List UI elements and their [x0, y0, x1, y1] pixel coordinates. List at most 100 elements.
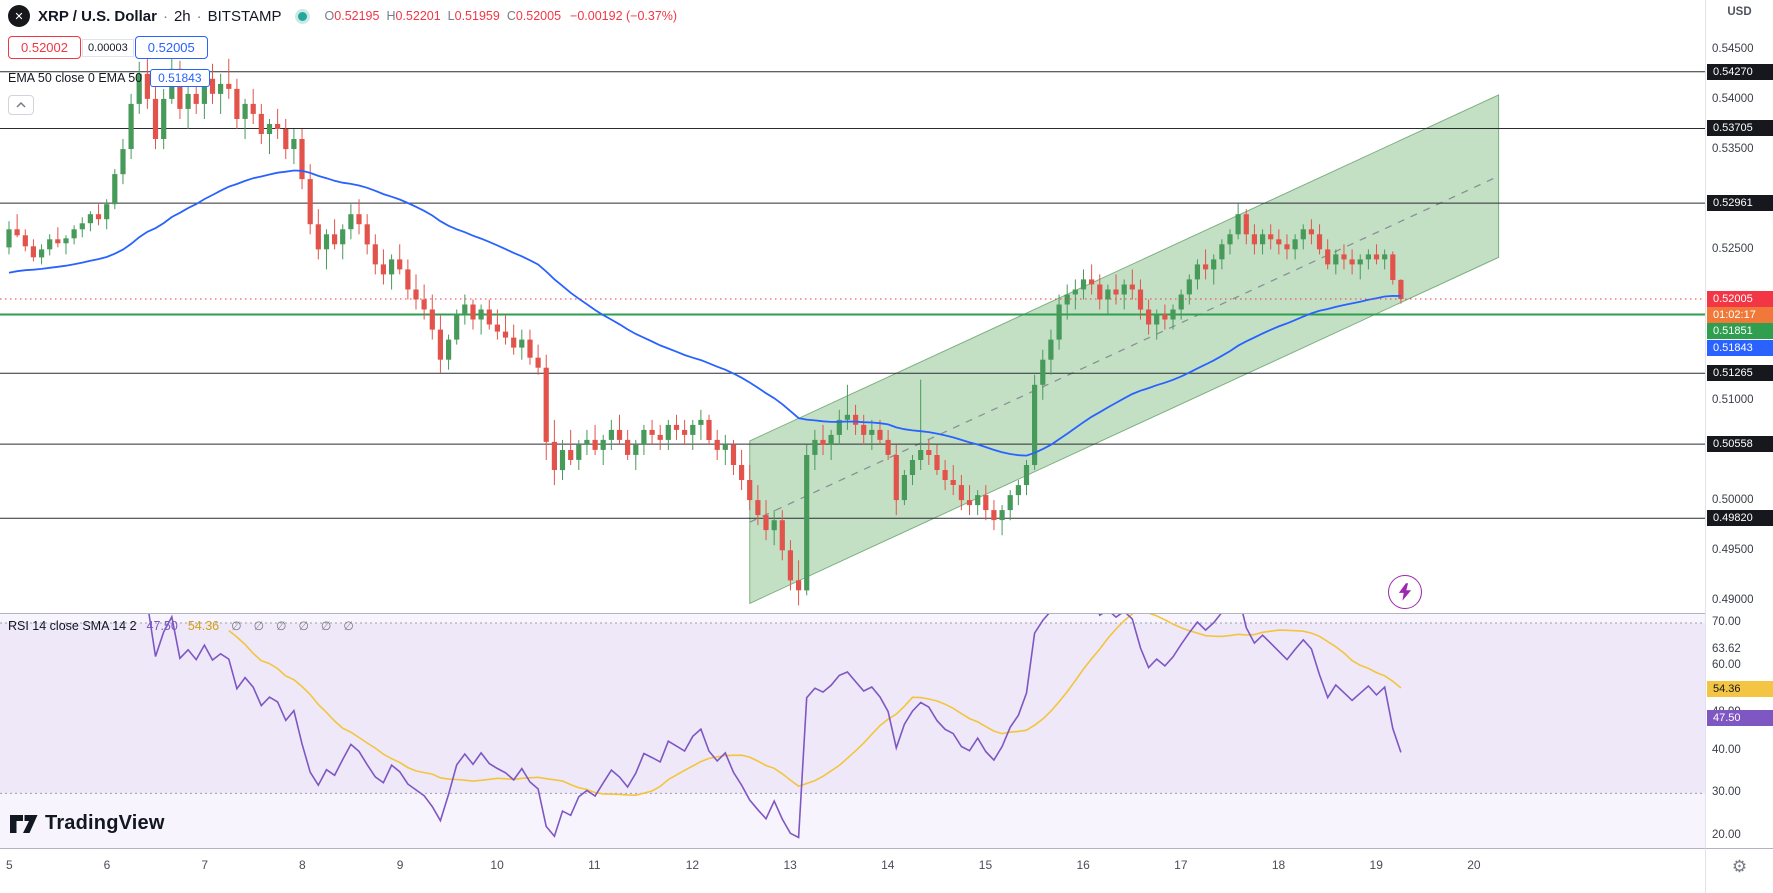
high-value: 0.52201: [395, 9, 441, 23]
candle: [1186, 279, 1192, 295]
candle: [39, 249, 45, 258]
rsi-chart-canvas[interactable]: [0, 614, 1705, 848]
rsi-pane[interactable]: [0, 613, 1705, 848]
candle: [307, 179, 313, 225]
candle: [364, 224, 370, 245]
price-axis-tick: 0.49000: [1712, 594, 1754, 607]
change-value: −0.00192 (−0.37%): [570, 9, 678, 23]
candle: [804, 455, 810, 591]
open-value: 0.52195: [334, 9, 380, 23]
candle: [511, 337, 517, 348]
disabled-signal-icon: ∅: [320, 619, 332, 633]
candle: [63, 238, 69, 244]
candle: [283, 129, 289, 150]
low-value: 0.51959: [454, 9, 500, 23]
candle: [55, 239, 61, 244]
candle: [1064, 294, 1070, 305]
chart-legend: ✕ XRP / U.S. Dollar · 2h · BITSTAMP O0.5…: [8, 5, 677, 115]
exchange-label[interactable]: BITSTAMP: [207, 7, 282, 25]
close-value: 0.52005: [515, 9, 562, 23]
candle: [966, 500, 973, 506]
candle: [1357, 259, 1363, 265]
price-axis-tick: 0.49500: [1712, 544, 1754, 557]
time-axis-label: 14: [881, 858, 895, 872]
candle: [250, 103, 256, 114]
market-status-icon[interactable]: [297, 11, 307, 21]
candle: [1390, 254, 1396, 280]
candle: [348, 214, 354, 230]
candle: [779, 520, 785, 551]
time-axis-label: 20: [1467, 858, 1481, 872]
candle: [1300, 229, 1306, 240]
tradingview-logo[interactable]: TradingView: [10, 812, 165, 835]
disabled-signal-icon: ∅: [253, 619, 265, 633]
buy-button[interactable]: 0.52005: [134, 36, 208, 59]
candle: [315, 224, 321, 250]
candle: [1080, 279, 1087, 290]
candle: [161, 98, 167, 139]
candle: [242, 103, 248, 119]
price-chart-pane[interactable]: ✕ XRP / U.S. Dollar · 2h · BITSTAMP O0.5…: [0, 0, 1705, 613]
sell-button[interactable]: 0.52002: [8, 36, 81, 59]
candle: [771, 520, 777, 531]
trend-channel-midline: [749, 175, 1499, 523]
candle: [918, 450, 924, 460]
time-axis-label: 11: [588, 858, 601, 872]
candle: [340, 229, 346, 245]
symbol-title[interactable]: XRP / U.S. Dollar: [38, 7, 157, 25]
rsi-sma-line: [228, 614, 1402, 797]
candle: [185, 93, 191, 109]
price-axis-badge: 0.51265: [1707, 365, 1773, 382]
ema-indicator-label: EMA 50 close 0 EMA 50: [8, 71, 143, 85]
disabled-signal-icon: ∅: [231, 619, 242, 633]
disabled-signal-icon: ∅: [298, 619, 309, 633]
price-axis[interactable]: USD 0.54500 0.54000 0.53500 0.52500 0.51000 0…: [1705, 0, 1773, 848]
candle: [633, 444, 639, 455]
candle: [1072, 289, 1078, 295]
time-axis-label: 17: [1174, 858, 1188, 872]
time-axis-label: 15: [978, 858, 993, 872]
candle: [1251, 234, 1257, 245]
price-chart-canvas[interactable]: [0, 0, 1705, 613]
disabled-signal-icon: ∅: [276, 619, 287, 633]
candle: [1203, 264, 1209, 270]
time-axis-label: 12: [685, 858, 700, 872]
rsi-indicator-row[interactable]: RSI 14 close SMA 14 2 47.50 54.36 ∅ ∅ ∅ ∅ ∅ ∅: [8, 619, 354, 633]
candle: [649, 429, 655, 435]
candle: [209, 78, 216, 94]
candle: [755, 500, 761, 516]
candle: [177, 68, 183, 109]
tradingview-mark-icon: [10, 814, 38, 833]
candle: [356, 214, 362, 225]
candle: [999, 510, 1005, 521]
candle: [136, 73, 142, 104]
time-axis-label: 18: [1271, 858, 1286, 872]
time-axis[interactable]: 5 6 7 8 9 10 11 12 13 14 15 16 17 18 19 20: [0, 848, 1705, 893]
rsi-axis-tick: 63.62: [1712, 643, 1741, 656]
low-label: L: [447, 9, 455, 23]
gear-icon[interactable]: ⚙: [1731, 857, 1748, 876]
candle: [893, 455, 899, 501]
collapse-legend-button[interactable]: [8, 95, 34, 115]
candle: [1308, 229, 1314, 235]
candle: [275, 124, 281, 129]
candle: [1007, 495, 1013, 511]
ema-indicator-row[interactable]: EMA 50 close 0 EMA 50 0.51843: [8, 69, 677, 87]
candle: [657, 434, 663, 440]
candle: [1243, 214, 1249, 235]
lightning-button[interactable]: [1388, 575, 1422, 609]
rsi-axis-tick: 40.00: [1712, 743, 1741, 756]
interval-label[interactable]: 2h: [173, 7, 191, 25]
candle: [1113, 289, 1119, 295]
rsi-axis-badge: 47.50: [1707, 709, 1773, 726]
candle: [494, 324, 500, 332]
rsi-axis-tick: 70.00: [1712, 616, 1741, 628]
candle: [1398, 279, 1404, 299]
price-axis-badge: 0.51843: [1707, 340, 1773, 356]
candle: [861, 424, 867, 435]
candle: [258, 113, 264, 134]
currency-label[interactable]: USD: [1727, 6, 1752, 18]
candle: [95, 214, 102, 220]
candle: [1268, 234, 1274, 240]
rsi-axis-badge: 54.36: [1707, 680, 1773, 697]
